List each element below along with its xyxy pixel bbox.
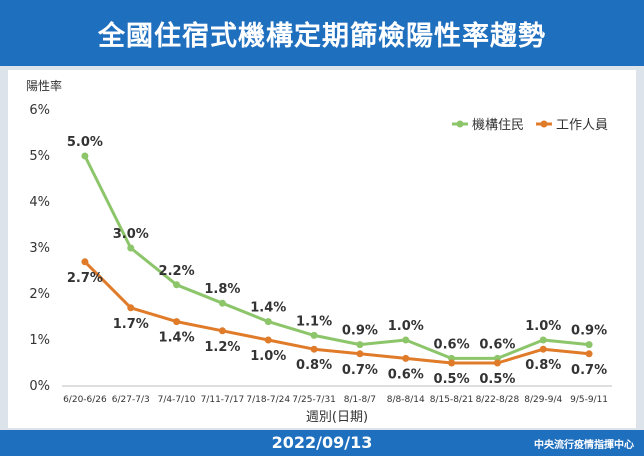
y-tick-label: 6%	[29, 103, 50, 118]
data-label-residents: 3.0%	[113, 227, 149, 242]
legend-label-staff: 工作人員	[556, 118, 608, 133]
data-label-staff: 0.8%	[525, 358, 561, 373]
series-line-staff	[83, 260, 590, 365]
data-point-staff	[127, 304, 135, 312]
data-point-residents	[218, 299, 226, 307]
data-label-residents: 0.6%	[434, 337, 470, 352]
title-banner: 全國住宿式機構定期篩檢陽性率趨勢	[0, 0, 644, 66]
chart-panel	[8, 70, 636, 428]
data-point-residents	[173, 281, 181, 289]
x-tick-label: 7/11-7/17	[201, 395, 245, 405]
data-label-staff: 0.6%	[388, 367, 424, 382]
data-point-staff	[539, 345, 547, 353]
y-tick-label: 0%	[29, 379, 50, 394]
footer-source: 中央流行疫情指揮中心	[534, 440, 634, 451]
y-axis-title: 陽性率	[26, 78, 62, 93]
data-label-residents: 0.9%	[571, 324, 607, 339]
data-label-residents: 0.6%	[479, 337, 515, 352]
data-label-staff: 0.5%	[434, 372, 470, 387]
legend-marker-staff	[540, 120, 548, 128]
data-label-staff: 2.7%	[67, 271, 103, 286]
data-point-staff	[493, 359, 501, 367]
data-label-residents: 1.0%	[388, 319, 424, 334]
y-tick-label: 1%	[29, 333, 50, 348]
series-line-residents	[83, 155, 590, 360]
data-point-residents	[81, 152, 89, 160]
x-tick-label: 8/8-8/14	[387, 395, 425, 405]
data-label-residents: 0.9%	[342, 324, 378, 339]
x-tick-label: 7/18-7/24	[246, 395, 290, 405]
legend-label-residents: 機構住民	[472, 118, 524, 133]
chart-title: 全國住宿式機構定期篩檢陽性率趨勢	[98, 20, 546, 52]
data-point-staff	[310, 345, 318, 353]
y-tick-label: 2%	[29, 287, 50, 302]
data-point-residents	[402, 336, 410, 344]
x-tick-label: 7/25-7/31	[292, 395, 336, 405]
data-label-staff: 1.7%	[113, 317, 149, 332]
data-label-staff: 1.4%	[159, 331, 195, 346]
data-point-residents	[264, 318, 272, 326]
x-tick-label: 8/29-9/4	[524, 395, 562, 405]
data-point-staff	[585, 350, 593, 358]
y-tick-label: 5%	[29, 149, 50, 164]
data-label-staff: 0.8%	[296, 358, 332, 373]
y-tick-label: 3%	[29, 241, 50, 256]
data-label-staff: 0.5%	[479, 372, 515, 387]
y-tick-label: 4%	[29, 195, 50, 210]
data-label-residents: 5.0%	[67, 135, 103, 150]
x-tick-label: 8/22-8/28	[476, 395, 520, 405]
data-point-staff	[81, 258, 89, 266]
legend-marker-residents	[456, 120, 464, 128]
x-axis-title: 週別(日期)	[306, 410, 368, 425]
x-tick-label: 6/20-6/26	[63, 395, 107, 405]
data-label-residents: 1.0%	[525, 319, 561, 334]
data-point-residents	[585, 341, 593, 349]
data-label-residents: 1.8%	[204, 282, 240, 297]
x-tick-label: 8/15-8/21	[430, 395, 474, 405]
data-label-staff: 1.0%	[250, 349, 286, 364]
data-label-residents: 1.1%	[296, 314, 332, 329]
data-point-staff	[173, 318, 181, 326]
data-point-residents	[539, 336, 547, 344]
data-point-staff	[264, 336, 272, 344]
data-point-staff	[402, 354, 410, 362]
data-label-staff: 0.7%	[571, 363, 607, 378]
x-tick-label: 8/1-8/7	[344, 395, 376, 405]
data-point-residents	[127, 244, 135, 252]
x-tick-label: 7/4-7/10	[158, 395, 196, 405]
x-tick-label: 9/5-9/11	[570, 395, 608, 405]
data-point-residents	[356, 341, 364, 349]
data-point-residents	[310, 331, 318, 339]
data-point-staff	[218, 327, 226, 335]
data-label-staff: 1.2%	[204, 340, 240, 355]
data-label-staff: 0.7%	[342, 363, 378, 378]
footer-bar: 2022/09/13 中央流行疫情指揮中心	[0, 430, 644, 456]
data-point-staff	[448, 359, 456, 367]
data-label-residents: 2.2%	[159, 264, 195, 279]
footer-date: 2022/09/13	[271, 433, 373, 452]
data-point-staff	[356, 350, 364, 358]
data-label-residents: 1.4%	[250, 301, 286, 316]
x-tick-label: 6/27-7/3	[112, 395, 150, 405]
